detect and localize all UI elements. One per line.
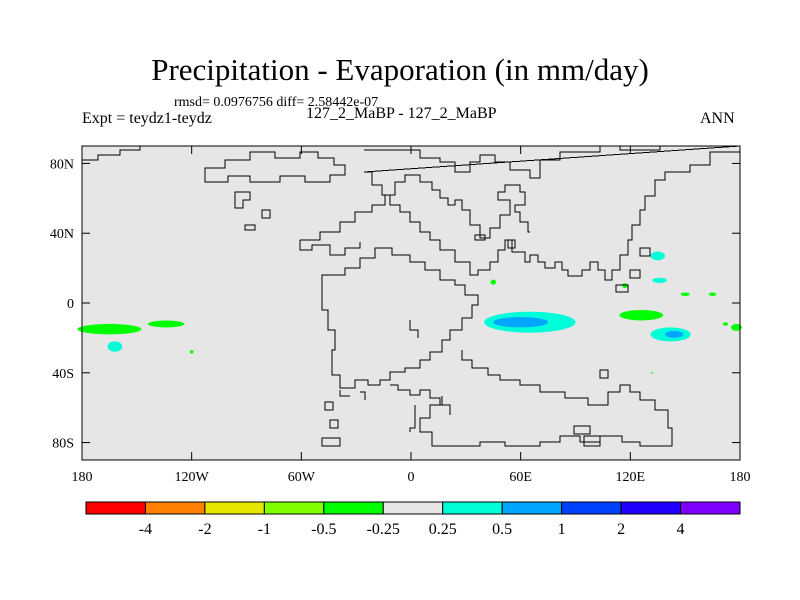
map-background (82, 146, 740, 460)
x-tick-label: 180 (72, 470, 93, 485)
anomaly-layer (77, 251, 742, 374)
anomaly-west-pacific-dot-1 (680, 292, 690, 297)
colorbar-swatch (144, 501, 206, 515)
coastline-asia-south (419, 350, 673, 447)
anomaly-south-china-sea (622, 282, 628, 289)
y-tick-label: 80S (52, 437, 74, 452)
coastline-arctic-islands (234, 191, 271, 231)
colorbar-label: 4 (677, 521, 685, 538)
colorbar-swatch (204, 501, 265, 515)
colorbar-label: -4 (139, 521, 152, 538)
anomaly-south-indian-dot (651, 371, 654, 374)
coastline-africa (321, 247, 479, 389)
anomaly-dateline-east (730, 323, 742, 331)
stats-label: rmsd= 0.0976756 diff= 2.58442e-07 (174, 95, 379, 110)
anomaly-tropical-pacific-west (77, 323, 142, 335)
anomaly-east-asia-south (652, 277, 667, 283)
colorbar-label: 1 (558, 521, 566, 538)
anomaly-south-pacific-dot (189, 350, 194, 354)
coastline-east-asia-islands (474, 234, 651, 293)
y-tick-label: 0 (67, 297, 74, 312)
axis-layer: 80N 40N 0 40S 80S 180 120W 60W 0 60E 120E 180 (50, 146, 751, 485)
colorbar-label: 0.25 (429, 521, 457, 538)
colorbar-swatch (680, 501, 741, 515)
colorbar-swatch (442, 501, 503, 515)
colorbar-swatch (501, 501, 563, 515)
anomaly-arabian-sea-dot (490, 279, 496, 285)
colorbar-swatch (561, 501, 622, 515)
y-tick-label: 40N (50, 227, 74, 242)
colorbar-label: -2 (198, 521, 211, 538)
season-label: ANN (700, 110, 735, 127)
y-tick-label: 80N (50, 157, 74, 172)
colorbar-label: 0.5 (492, 521, 512, 538)
colorbar-label: 2 (617, 521, 625, 538)
anomaly-south-pacific-west (107, 341, 123, 352)
colorbar: -4 -2 -1 -0.5 -0.25 0.25 0.5 1 2 4 (85, 501, 741, 538)
anomaly-east-asia (650, 251, 666, 261)
anomaly-dateline-east-dot (722, 322, 729, 326)
coastline-europe-west (299, 174, 530, 256)
comparison-label: 127_2_MaBP - 127_2_MaBP (306, 105, 497, 122)
colorbar-label: -1 (258, 521, 271, 538)
anomaly-indian-ocean-core (493, 316, 549, 328)
experiment-label: Expt = teydz1-teydz (82, 110, 212, 127)
colorbar-label: -0.5 (311, 521, 336, 538)
x-tick-label: 120W (175, 470, 210, 485)
colorbar-label: -0.25 (367, 521, 400, 538)
x-tick-label: 60E (509, 470, 532, 485)
y-tick-label: 40S (52, 367, 74, 382)
coastline-greenland (204, 151, 346, 183)
colorbar-swatch (620, 501, 682, 515)
x-tick-label: 180 (730, 470, 751, 485)
x-tick-label: 0 (408, 470, 415, 485)
colorbar-swatch (323, 501, 384, 515)
coastline-islands-south (321, 369, 609, 447)
anomaly-west-pacific-dot-2 (708, 292, 717, 297)
colorbar-swatch (263, 501, 325, 515)
colorbar-swatch (382, 501, 444, 515)
anomaly-maritime-continent (619, 309, 664, 321)
colorbar-swatch (85, 501, 146, 515)
anomaly-spcz-core (665, 330, 684, 338)
x-tick-label: 120E (616, 470, 646, 485)
coastline-south-america-east (339, 320, 451, 432)
chart-title: Precipitation - Evaporation (in mm/day) (151, 52, 649, 87)
x-tick-label: 60W (288, 470, 316, 485)
anomaly-tropical-pacific-central (147, 320, 185, 328)
